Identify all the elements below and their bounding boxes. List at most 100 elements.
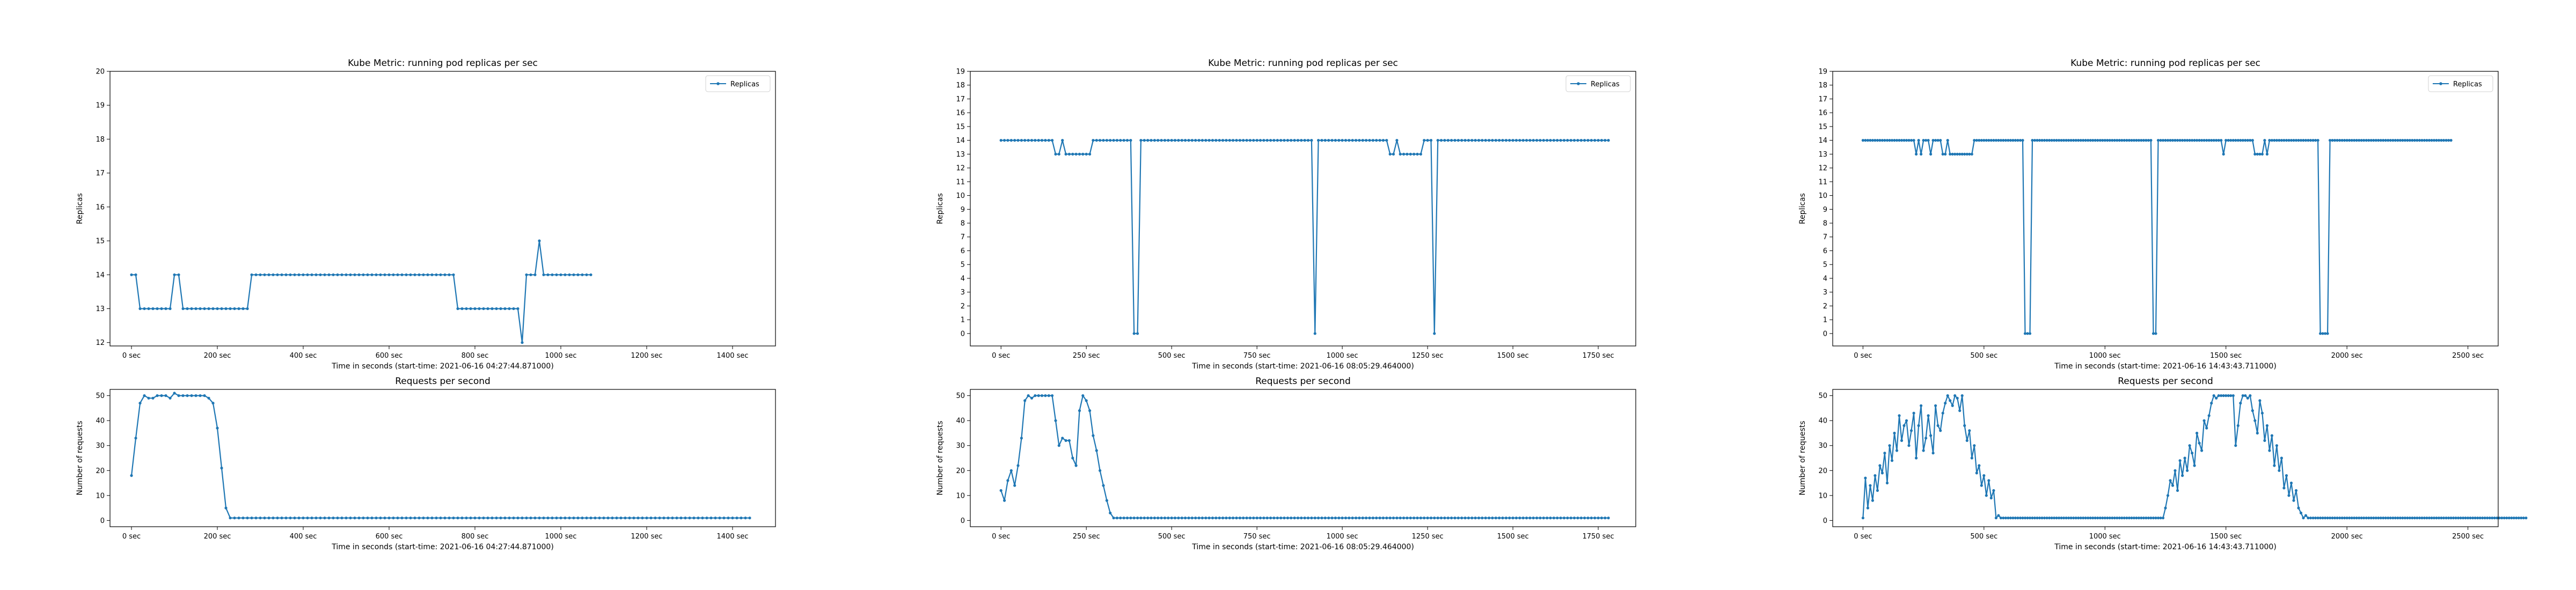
data-point	[138, 307, 142, 311]
data-point	[1902, 424, 1906, 427]
data-point	[267, 517, 270, 520]
data-point	[1296, 517, 1300, 520]
data-point	[1491, 139, 1494, 142]
data-point	[1960, 152, 1964, 156]
y-tick-label: 12	[956, 165, 965, 173]
data-point	[1924, 437, 1928, 440]
data-point	[1276, 517, 1279, 520]
data-point	[1953, 152, 1957, 156]
data-point	[1293, 139, 1296, 142]
data-point	[1572, 139, 1576, 142]
data-point	[306, 517, 309, 520]
data-point	[1262, 517, 1265, 520]
data-point	[1883, 139, 1886, 142]
data-point	[1265, 517, 1269, 520]
data-point	[1214, 139, 1218, 142]
data-point	[2348, 139, 2351, 142]
data-point	[327, 517, 331, 520]
x-tick-label: 200 sec	[204, 533, 231, 541]
data-point	[1265, 139, 1269, 142]
data-point	[482, 307, 485, 311]
data-point	[284, 517, 288, 520]
data-point	[1460, 517, 1463, 520]
data-point	[1583, 139, 1586, 142]
data-point	[1566, 517, 1569, 520]
data-point	[2103, 139, 2106, 142]
data-point	[1057, 152, 1060, 156]
data-point	[2023, 517, 2027, 520]
data-point	[1909, 139, 1913, 142]
data-point	[379, 517, 382, 520]
data-point	[1020, 139, 1023, 142]
data-point	[2365, 517, 2368, 520]
data-point	[1368, 139, 1371, 142]
data-point	[426, 273, 429, 276]
data-point	[1054, 152, 1057, 156]
data-point	[1893, 431, 1896, 435]
data-point	[456, 517, 459, 520]
data-point	[2055, 517, 2058, 520]
data-point	[1310, 517, 1313, 520]
y-tick-label: 18	[1818, 82, 1827, 90]
data-point	[1426, 517, 1429, 520]
y-tick-label: 40	[96, 417, 105, 425]
data-point	[1351, 139, 1354, 142]
data-point	[259, 517, 262, 520]
data-point	[314, 517, 318, 520]
data-point	[1514, 139, 1518, 142]
data-point	[2445, 517, 2448, 520]
data-point	[2161, 517, 2165, 520]
data-point	[2260, 152, 2264, 156]
data-point	[1511, 139, 1514, 142]
data-point	[1283, 139, 1286, 142]
data-point	[1980, 484, 1983, 487]
data-point	[2178, 139, 2182, 142]
data-point	[727, 517, 730, 520]
y-tick-label: 50	[956, 392, 965, 400]
data-point	[2319, 332, 2322, 335]
data-point	[353, 517, 356, 520]
data-point	[2502, 517, 2506, 520]
data-point	[1248, 517, 1252, 520]
data-point	[1504, 139, 1507, 142]
data-point	[714, 517, 717, 520]
data-point	[551, 517, 554, 520]
data-point	[2304, 514, 2308, 517]
data-point	[143, 307, 146, 311]
data-point	[284, 273, 288, 276]
data-point	[1197, 517, 1201, 520]
data-point	[1157, 517, 1160, 520]
data-point	[529, 517, 532, 520]
data-point	[1399, 517, 1402, 520]
data-point	[302, 273, 305, 276]
data-point	[1395, 139, 1399, 142]
data-point	[1579, 517, 1583, 520]
data-point	[2435, 517, 2438, 520]
data-point	[2491, 517, 2494, 520]
data-point	[1027, 394, 1030, 397]
data-point	[748, 517, 751, 520]
data-point	[2058, 139, 2061, 142]
data-point	[254, 517, 258, 520]
data-point	[1279, 139, 1283, 142]
data-point	[2496, 517, 2499, 520]
data-point	[2358, 517, 2361, 520]
data-point	[645, 517, 648, 520]
data-point	[512, 517, 515, 520]
data-point	[1484, 517, 1487, 520]
data-point	[581, 517, 584, 520]
data-point	[1406, 517, 1409, 520]
data-point	[1920, 152, 1923, 156]
data-point	[1122, 517, 1125, 520]
data-point	[272, 517, 275, 520]
data-point	[1105, 139, 1108, 142]
y-tick-label: 20	[956, 467, 965, 475]
series-line	[1000, 395, 1609, 519]
data-point	[2098, 517, 2102, 520]
data-point	[1866, 506, 1869, 510]
data-point	[2520, 517, 2523, 520]
data-point	[186, 307, 189, 311]
data-point	[675, 517, 678, 520]
data-point	[1973, 444, 1976, 447]
data-point	[2365, 139, 2368, 142]
